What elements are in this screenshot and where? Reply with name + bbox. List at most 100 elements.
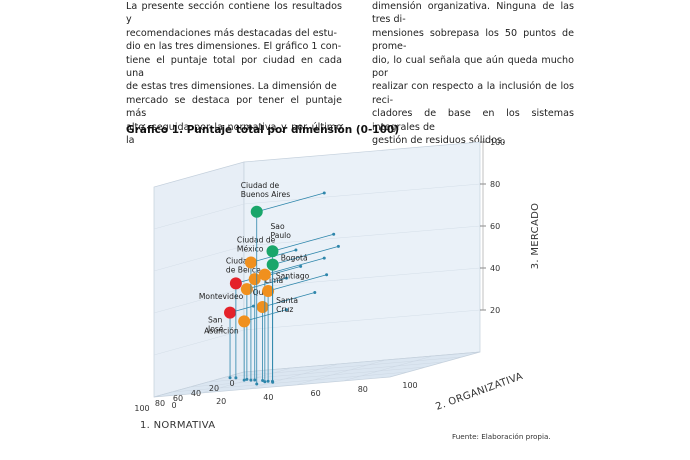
data-point-label: Sao Paulo xyxy=(270,222,291,240)
grid-line xyxy=(153,245,245,272)
projection-dot-wall xyxy=(284,276,288,280)
chart-floor xyxy=(153,351,481,398)
projection-dot-wall xyxy=(325,273,329,277)
grid-line xyxy=(189,366,427,388)
data-point xyxy=(266,245,279,258)
data-point-label: Ciudad de México xyxy=(237,236,276,254)
projection-line-wall xyxy=(246,277,287,290)
x-tick-label: 20 xyxy=(209,384,219,393)
z-tick-label: 100 xyxy=(490,138,505,147)
left-line: alto, seguida por la normativa y por últ… xyxy=(126,121,342,147)
grid-line xyxy=(225,356,463,378)
x-tick-label: 0 xyxy=(229,379,234,388)
grid-line xyxy=(171,371,409,393)
left-line: dio en las tres dimensiones. El gráfico … xyxy=(126,41,342,53)
chart-walls xyxy=(153,141,481,398)
figure-source: Fuente: Elaboración propia. xyxy=(452,432,551,441)
data-point xyxy=(266,258,279,271)
projection-dot-wall xyxy=(251,304,255,308)
projection-dot-wall xyxy=(336,244,340,248)
projection-dot-floor xyxy=(253,378,257,382)
projection-dot-wall xyxy=(322,256,326,260)
x-tick-label: 80 xyxy=(155,399,165,408)
projection-dot-floor xyxy=(234,376,238,380)
projection-line-wall xyxy=(272,233,334,252)
data-point xyxy=(240,283,253,296)
grid-line xyxy=(295,359,386,386)
grid-line xyxy=(248,363,339,390)
projection-line-wall xyxy=(256,192,325,213)
projection-line-wall xyxy=(272,246,339,266)
grid-line xyxy=(153,203,245,230)
grid-line xyxy=(153,287,245,314)
left-line: La presente sección contiene los resulta… xyxy=(126,1,342,26)
data-point xyxy=(262,284,275,297)
grid-line xyxy=(243,225,481,247)
right-line: dio, lo cual señala que aún queda mucho … xyxy=(372,54,574,80)
projection-dot-floor xyxy=(266,379,270,383)
left-line: tiene el puntaje total por ciudad en cad… xyxy=(126,54,342,80)
projection-line-wall xyxy=(264,257,325,275)
data-point xyxy=(248,273,261,286)
y-tick-label: 20 xyxy=(216,397,226,406)
left-line: de estas tres dimensiones. La dimensión … xyxy=(126,81,337,93)
projection-dot-floor xyxy=(228,376,232,380)
y-axis-title: 2. ORGANIZATIVA xyxy=(434,371,524,413)
data-point xyxy=(250,205,263,218)
y-tick-label: 0 xyxy=(171,401,176,410)
data-point-label: Bogotá xyxy=(281,254,308,263)
grid-line xyxy=(342,355,433,382)
data-point-label: Ciudad de Buenos Aires xyxy=(241,181,290,199)
grid-line xyxy=(243,183,481,205)
projection-dot-wall xyxy=(322,191,326,195)
projection-dot-floor xyxy=(261,379,265,382)
x-tick-label: 40 xyxy=(191,389,201,398)
projection-dot-floor xyxy=(271,380,275,384)
y-tick-label: 100 xyxy=(402,381,417,390)
data-point xyxy=(244,256,257,269)
right-column: dimensión organizativa. Ninguna de las t… xyxy=(372,0,574,147)
left-column: La presente sección contiene los resulta… xyxy=(126,0,342,147)
data-point xyxy=(224,306,237,319)
z-tick-label: 20 xyxy=(490,306,500,315)
figure-title: Gráfico 1. Puntaje total por dimensión (… xyxy=(126,124,400,136)
projection-dot-wall xyxy=(284,308,288,312)
projection-dot-floor xyxy=(245,377,249,381)
data-point xyxy=(256,301,269,313)
projection-dot-wall xyxy=(332,232,336,236)
projection-line-wall xyxy=(262,292,315,308)
projection-dot-floor xyxy=(263,380,267,384)
left-line: mercado se destaca por tener el puntaje … xyxy=(126,94,342,120)
z-tick-label: 80 xyxy=(490,180,500,189)
grid-line xyxy=(153,329,245,356)
z-tick-label: 60 xyxy=(490,222,500,231)
projection-line-wall xyxy=(267,274,327,292)
projection-dot-floor xyxy=(255,382,259,386)
y-tick-label: 40 xyxy=(263,393,273,402)
data-point xyxy=(258,268,271,281)
right-line: gestión de residuos sólidos. xyxy=(372,135,506,147)
left-line: recomendaciones más destacadas del estu- xyxy=(126,27,337,39)
data-point xyxy=(229,277,242,290)
data-point-label: Santiago xyxy=(276,272,310,281)
chart-marks: San José Ciudad de Belice Montevideo Asunción… xyxy=(199,181,340,386)
projection-dot-floor xyxy=(249,378,253,382)
x-tick-label: 60 xyxy=(173,394,183,403)
x-axis-title: 1. NORMATIVA xyxy=(140,420,215,431)
data-point-label: Montevideo xyxy=(199,292,244,301)
right-line: dimensión organizativa. Ninguna de las t… xyxy=(372,1,574,26)
projection-dot-wall xyxy=(299,264,303,268)
projection-dot-wall xyxy=(313,291,317,294)
chart-wall-left xyxy=(153,161,245,398)
data-point-label: Ciudad de Belice xyxy=(226,256,261,274)
chart-wall-back xyxy=(243,141,481,373)
data-point-label: Lima xyxy=(265,276,283,285)
right-line: realizar con respecto a la inclusión de … xyxy=(372,81,574,106)
projection-dot-floor xyxy=(242,378,246,382)
z-axis-title: 3. MERCADO xyxy=(530,203,541,270)
data-point-label: Asunción xyxy=(204,326,239,335)
projection-dot-wall xyxy=(294,248,298,252)
grid-line xyxy=(243,309,481,331)
